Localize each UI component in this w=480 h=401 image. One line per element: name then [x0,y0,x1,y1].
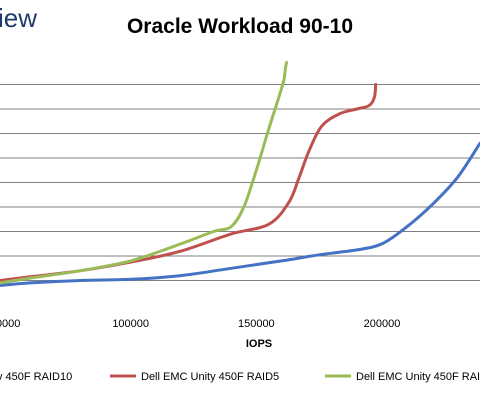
legend-label-1: Dell EMC Unity 450F RAID5 [141,371,279,383]
x-axis-tick-labels: 50000 100000 150000 200000 [0,318,400,330]
x-tick-label-0: 50000 [0,318,20,330]
x-tick-label-1: 100000 [112,318,149,330]
series-line-0 [0,141,480,287]
chart-title: Oracle Workload 90-10 [127,15,353,38]
series-lines [0,60,480,287]
series-line-2 [0,60,288,285]
legend: y 450F RAID10 Dell EMC Unity 450F RAID5 De… [0,371,480,383]
x-tick-label-3: 200000 [364,318,401,330]
x-tick-label-2: 150000 [238,318,275,330]
x-axis-label: IOPS [246,338,272,350]
logo-text: iew [0,3,37,33]
legend-label-0: y 450F RAID10 [0,371,72,383]
legend-label-2: Dell EMC Unity 450F RAID [356,371,480,383]
gridlines [0,84,480,281]
